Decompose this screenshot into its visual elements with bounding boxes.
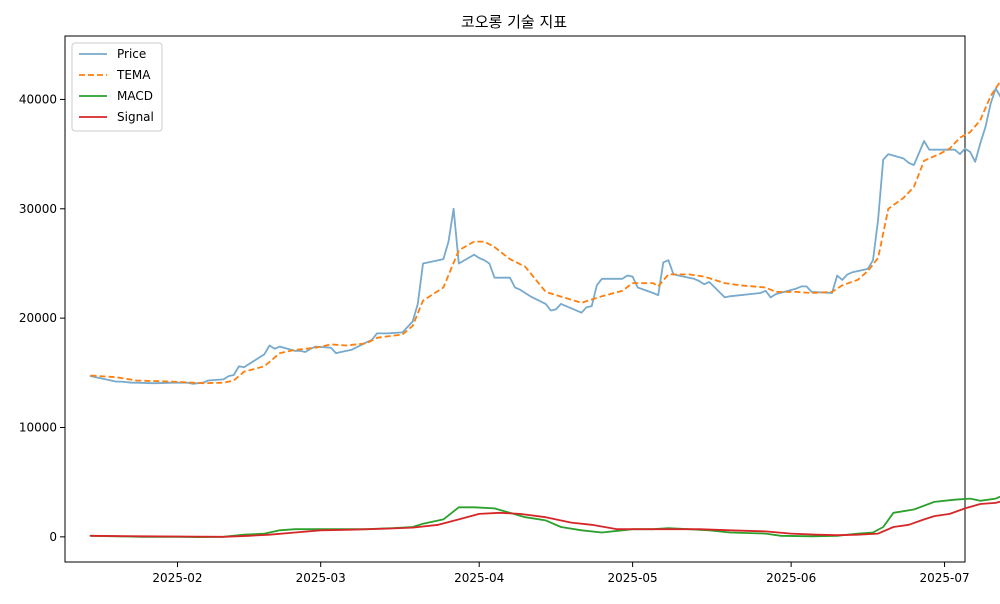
y-axis: 0 10000 20000 30000 40000 [19,92,65,544]
y-tick-label: 10000 [19,420,57,434]
series-line-tema [90,80,1000,385]
y-tick-label: 30000 [19,202,57,216]
plot-area [64,35,966,563]
legend-label: Price [117,47,146,61]
x-tick-label: 2025-03 [296,571,346,585]
chart-title: 코오롱 기술 지표 [461,13,567,31]
series-line-price [89,87,1000,385]
x-tick-label: 2025-04 [454,571,504,585]
y-tick-label: 0 [49,530,57,544]
x-axis: 2025-02 2025-03 2025-04 2025-05 2025-06 2025-… [152,562,970,585]
x-tick-label: 2025-07 [919,571,969,585]
series-line-macd [89,495,1000,538]
legend: Price TEMA MACD Signal [71,42,163,132]
y-tick-label: 20000 [19,311,57,325]
series-line-signal [89,500,1000,538]
y-tick-label: 40000 [19,92,57,106]
legend-label: Signal [117,110,154,124]
x-tick-label: 2025-05 [608,571,658,585]
legend-box [71,42,163,132]
series-layer [89,80,1000,538]
x-tick-label: 2025-02 [152,571,202,585]
legend-label: MACD [117,89,153,103]
x-tick-label: 2025-06 [766,571,816,585]
legend-label: TEMA [116,68,151,82]
